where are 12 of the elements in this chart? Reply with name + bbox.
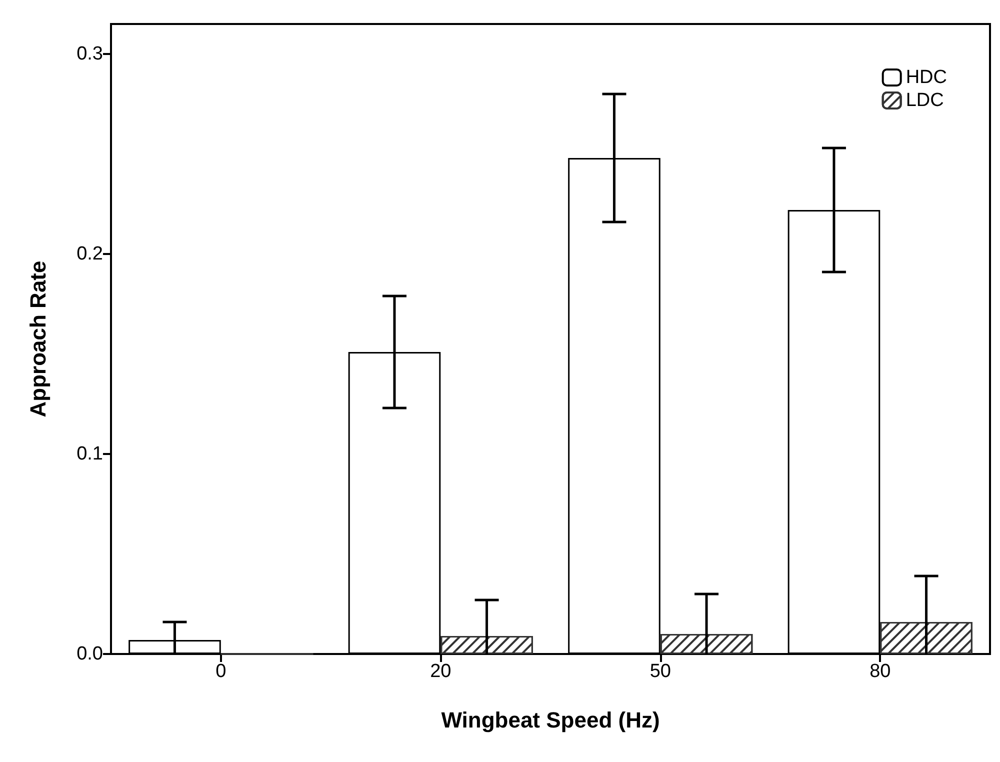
y-tick-label: 0.2 [76,244,103,264]
y-axis-title: Approach Rate [26,260,50,418]
legend-label: HDC [906,67,948,88]
x-tick-label: 0 [216,661,226,682]
y-tick-label: 0.0 [76,644,103,664]
y-tick-label: 0.3 [76,44,103,64]
x-axis-title: Wingbeat Speed (Hz) [441,708,660,732]
legend-label: LDC [906,90,944,111]
x-tick-label: 50 [650,661,671,682]
y-tick-label: 0.1 [76,444,103,464]
x-tick-label: 20 [430,661,452,682]
x-tick-label: 80 [870,661,891,682]
